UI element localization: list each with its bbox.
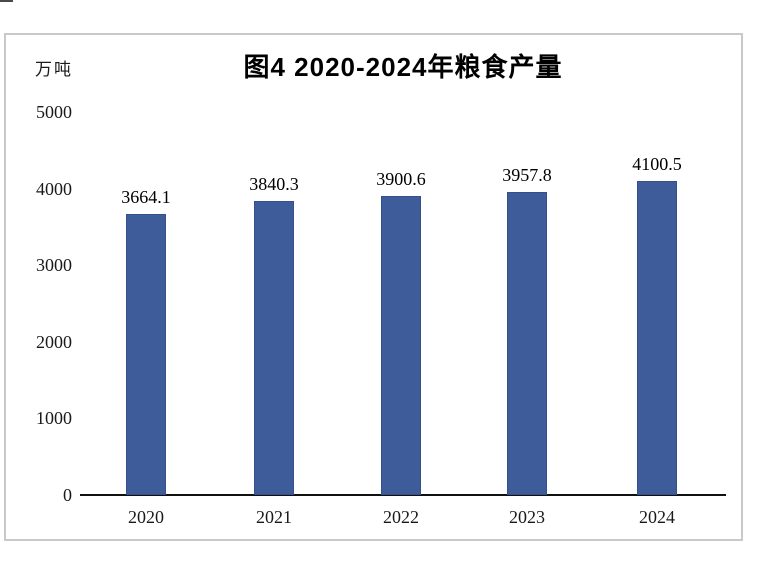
bar-value-label-2022: 3900.6 (376, 169, 426, 190)
bar-2022 (381, 196, 421, 495)
y-axis-tick-label: 1000 (36, 408, 72, 429)
y-axis-tick-label: 4000 (36, 178, 72, 199)
y-axis-tick-label: 2000 (36, 331, 72, 352)
bar-2024 (637, 180, 677, 495)
y-axis-tick-label: 3000 (36, 255, 72, 276)
bar-value-label-2023: 3957.8 (502, 164, 552, 185)
bar-2020 (126, 214, 166, 495)
x-axis-tick-label-2022: 2022 (383, 507, 419, 527)
y-axis-tick-label: 5000 (36, 102, 72, 122)
x-axis-tick-label-2020: 2020 (128, 507, 164, 527)
x-axis-tick-label-2021: 2021 (256, 507, 292, 527)
y-axis-tick-label: 0 (63, 485, 72, 505)
bar-value-label-2024: 4100.5 (632, 153, 682, 174)
x-axis-line (80, 494, 726, 496)
x-axis-tick-label-2024: 2024 (639, 507, 675, 527)
bar-2023 (507, 191, 547, 495)
y-axis-unit-label: 万吨 (35, 60, 73, 79)
bar-value-label-2021: 3840.3 (249, 173, 299, 194)
x-axis-tick-label-2023: 2023 (509, 507, 545, 527)
chart-panel: 万吨 图4 2020-2024年粮食产量 0 1000 2000 3000 4000 50… (4, 33, 743, 541)
bar-value-label-2020: 3664.1 (121, 187, 171, 208)
top-left-edge-mark (0, 0, 13, 2)
chart-title: 图4 2020-2024年粮食产量 (243, 52, 563, 82)
bar-2021 (254, 200, 294, 495)
